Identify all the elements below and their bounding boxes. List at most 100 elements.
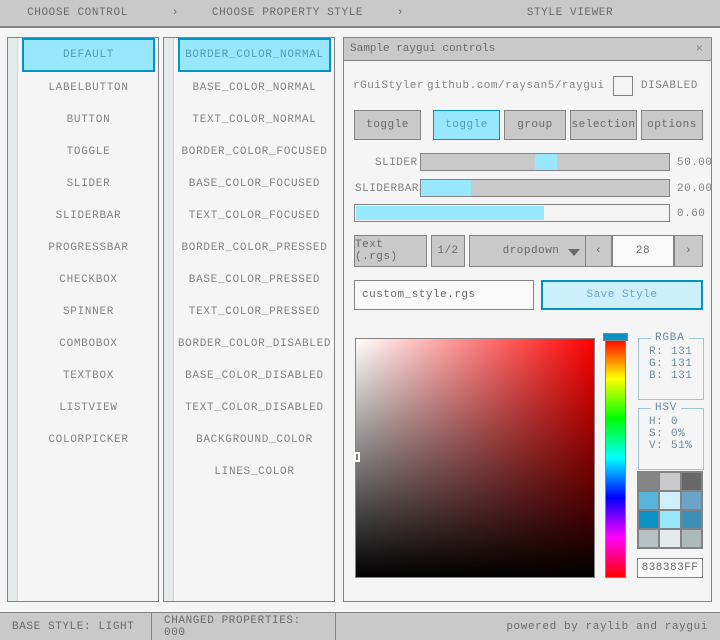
property-item-base-color-disabled[interactable]: BASE_COLOR_DISABLED	[185, 370, 324, 382]
dropdown-box[interactable]: dropdown	[469, 235, 593, 267]
sliderbar-fill[interactable]	[421, 180, 471, 196]
filename-input[interactable]: custom_style.rgs	[354, 280, 534, 310]
control-item-checkbox[interactable]: CHECKBOX	[59, 274, 118, 286]
rgba-row: R: 131	[649, 346, 703, 358]
toolbar-style-viewer[interactable]: STYLE VIEWER	[526, 7, 614, 19]
hsv-value: 51%	[671, 440, 693, 452]
control-item-combobox[interactable]: COMBOBOX	[59, 338, 118, 350]
toggle-button-selection[interactable]: selection	[570, 110, 637, 140]
spinner-next-button[interactable]: ›	[674, 235, 703, 267]
toggle-button-1[interactable]: toggle	[354, 110, 421, 140]
control-item-default[interactable]: DEFAULT	[22, 38, 155, 72]
hex-color-input[interactable]: 838383FF	[637, 558, 703, 578]
control-item-toggle[interactable]: TOGGLE	[66, 146, 111, 158]
property-item-lines-color[interactable]: LINES_COLOR	[214, 466, 295, 478]
dropdown-value: dropdown	[502, 245, 560, 257]
hsv-row: S: 0%	[649, 428, 703, 440]
properties-list-panel: BORDER_COLOR_NORMAL BASE_COLOR_NORMAL TEXT…	[163, 37, 335, 602]
palette-swatch-11[interactable]	[681, 530, 701, 547]
toggle-button-options[interactable]: options	[641, 110, 703, 140]
properties-list-scrollbar[interactable]	[164, 38, 174, 601]
palette-swatch-1[interactable]	[660, 473, 680, 490]
slider[interactable]	[420, 153, 670, 171]
hsv-value: 0	[671, 416, 679, 428]
control-item-colorpicker[interactable]: COLORPICKER	[48, 434, 129, 446]
progressbar-value: 0.60	[677, 208, 706, 220]
sliderbar[interactable]	[420, 179, 670, 197]
properties-list: BORDER_COLOR_NORMAL BASE_COLOR_NORMAL TEXT…	[175, 38, 334, 601]
chevron-down-icon	[568, 249, 580, 256]
palette-swatch-0[interactable]	[639, 473, 659, 490]
rgba-row: G: 131	[649, 358, 703, 370]
control-item-spinner[interactable]: SPINNER	[62, 306, 115, 318]
rgba-value: 131	[671, 370, 693, 382]
color-picker-hue-cursor[interactable]	[603, 333, 628, 341]
property-item-border-color-focused[interactable]: BORDER_COLOR_FOCUSED	[181, 146, 328, 158]
property-item-text-color-pressed[interactable]: TEXT_COLOR_PRESSED	[188, 306, 321, 318]
property-item-border-color-normal[interactable]: BORDER_COLOR_NORMAL	[178, 38, 331, 72]
controls-list-scrollbar[interactable]	[8, 38, 18, 601]
text-rgs-button[interactable]: Text (.rgs)	[354, 235, 427, 267]
spinner-value[interactable]: 28	[612, 235, 674, 267]
control-item-sliderbar[interactable]: SLIDERBAR	[55, 210, 122, 222]
status-bar: BASE STYLE: LIGHT CHANGED PROPERTIES: 00…	[0, 612, 720, 640]
sliderbar-label: SLIDERBAR	[355, 183, 419, 195]
save-style-button[interactable]: Save Style	[541, 280, 703, 310]
palette-swatch-9[interactable]	[639, 530, 659, 547]
progressbar	[354, 204, 670, 222]
control-item-labelbutton[interactable]: LABELBUTTON	[48, 82, 129, 94]
toolbar-choose-property-style[interactable]: CHOOSE PROPERTY STYLE	[211, 7, 364, 19]
property-item-base-color-normal[interactable]: BASE_COLOR_NORMAL	[192, 82, 317, 94]
slider-value: 50.00	[677, 157, 713, 169]
property-item-text-color-normal[interactable]: TEXT_COLOR_NORMAL	[192, 114, 317, 126]
property-item-text-color-focused[interactable]: TEXT_COLOR_FOCUSED	[188, 210, 321, 222]
disabled-checkbox[interactable]	[613, 76, 633, 96]
window-title: Sample raygui controls	[350, 43, 496, 55]
status-base-style: BASE STYLE: LIGHT	[0, 613, 152, 640]
window-titlebar: Sample raygui controls ×	[344, 38, 711, 61]
hsv-key: V:	[649, 440, 664, 452]
color-picker-hue-bar[interactable]	[605, 338, 626, 578]
color-palette[interactable]	[637, 471, 703, 549]
rgba-key: R:	[649, 346, 664, 358]
hsv-rows: H: 0 S: 0% V: 51%	[639, 409, 703, 452]
control-item-textbox[interactable]: TEXTBOX	[62, 370, 115, 382]
toggle-button-group[interactable]: group	[504, 110, 566, 140]
half-button[interactable]: 1/2	[431, 235, 465, 267]
property-item-base-color-focused[interactable]: BASE_COLOR_FOCUSED	[188, 178, 321, 190]
property-item-background-color[interactable]: BACKGROUND_COLOR	[196, 434, 313, 446]
palette-swatch-8[interactable]	[681, 511, 701, 528]
hsv-row: H: 0	[649, 416, 703, 428]
rgba-title: RGBA	[651, 332, 689, 344]
control-item-button[interactable]: BUTTON	[66, 114, 111, 126]
progressbar-fill	[356, 206, 545, 220]
toggle-button-2-active[interactable]: toggle	[433, 110, 500, 140]
rgba-key: B:	[649, 370, 664, 382]
close-icon[interactable]: ×	[695, 42, 703, 56]
rguistyler-label: rGuiStyler	[353, 80, 425, 92]
palette-swatch-2[interactable]	[681, 473, 701, 490]
palette-swatch-10[interactable]	[660, 530, 680, 547]
palette-swatch-7[interactable]	[660, 511, 680, 528]
controls-list: DEFAULT LABELBUTTON BUTTON TOGGLE SLIDER SLID…	[19, 38, 158, 601]
sliderbar-value: 20.00	[677, 183, 713, 195]
color-picker-cursor[interactable]	[354, 452, 360, 462]
palette-swatch-4[interactable]	[660, 492, 680, 509]
property-item-text-color-disabled[interactable]: TEXT_COLOR_DISABLED	[185, 402, 324, 414]
control-item-progressbar[interactable]: PROGRESSBAR	[48, 242, 129, 254]
color-picker-saturation-value-area[interactable]	[354, 338, 595, 578]
hsv-key: H:	[649, 416, 664, 428]
property-item-border-color-disabled[interactable]: BORDER_COLOR_DISABLED	[177, 338, 332, 350]
palette-swatch-5[interactable]	[681, 492, 701, 509]
slider-handle[interactable]	[535, 154, 558, 170]
property-item-border-color-pressed[interactable]: BORDER_COLOR_PRESSED	[181, 242, 328, 254]
raygui-link-label[interactable]: github.com/raysan5/raygui	[427, 80, 605, 92]
toolbar-choose-control[interactable]: CHOOSE CONTROL	[27, 7, 128, 19]
palette-swatch-6[interactable]	[639, 511, 659, 528]
property-item-base-color-pressed[interactable]: BASE_COLOR_PRESSED	[188, 274, 321, 286]
palette-swatch-3[interactable]	[639, 492, 659, 509]
control-item-slider[interactable]: SLIDER	[66, 178, 111, 190]
control-item-listview[interactable]: LISTVIEW	[59, 402, 118, 414]
controls-list-panel: DEFAULT LABELBUTTON BUTTON TOGGLE SLIDER SLID…	[7, 37, 159, 602]
spinner-prev-button[interactable]: ‹	[585, 235, 612, 267]
